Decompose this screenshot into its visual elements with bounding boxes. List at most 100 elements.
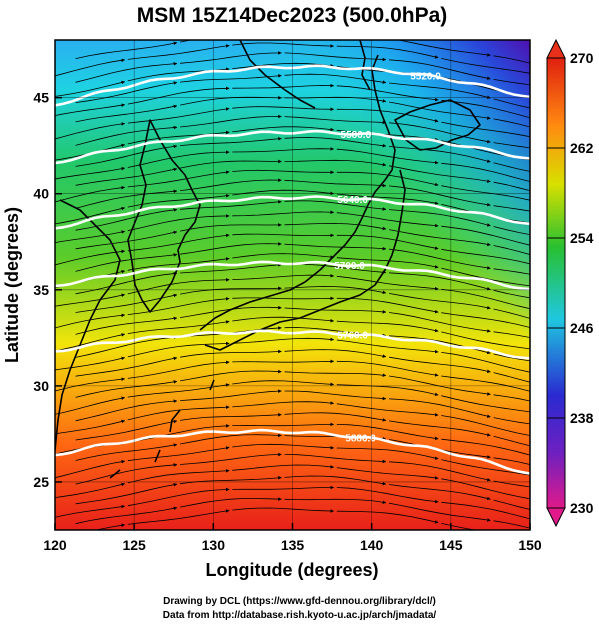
wind-streamline xyxy=(389,229,491,247)
wind-streamline xyxy=(180,114,282,128)
wind-streamline xyxy=(180,74,282,83)
colorbar: 270 262 254 246 238 230 xyxy=(546,38,594,528)
wind-streamline xyxy=(389,272,491,291)
wind-streamline xyxy=(55,143,126,161)
coastline-japan-west xyxy=(199,54,396,331)
y-tick-label: 30 xyxy=(33,378,49,394)
wind-streamline xyxy=(441,58,530,74)
wind-streamline xyxy=(232,189,335,196)
wind-streamline xyxy=(55,313,126,329)
wind-streamline xyxy=(336,487,439,504)
wind-streamline xyxy=(493,417,530,425)
wind-streamline xyxy=(127,130,230,145)
wind-streamline xyxy=(55,166,126,180)
wind-streamline xyxy=(180,286,282,295)
wind-streamline xyxy=(441,415,530,436)
wind-streamline xyxy=(336,275,439,291)
wind-streamline xyxy=(493,457,530,465)
wind-streamline xyxy=(389,248,491,270)
wind-streamline xyxy=(75,399,178,422)
wind-streamline xyxy=(284,116,387,125)
wind-streamline xyxy=(180,200,282,210)
wind-streamline xyxy=(232,507,335,513)
wind-streamline xyxy=(127,297,230,315)
wind-streamline xyxy=(284,52,387,62)
wind-streamline xyxy=(232,62,335,69)
wind-streamline xyxy=(232,83,335,89)
wind-streamline xyxy=(232,147,335,153)
wind-streamline xyxy=(127,360,230,379)
wind-streamline xyxy=(127,150,230,168)
wind-streamline xyxy=(127,320,230,334)
wind-streamline xyxy=(180,242,282,255)
wind-streamline xyxy=(336,171,439,187)
wind-streamline xyxy=(75,506,178,525)
wind-streamline xyxy=(441,375,530,392)
coastline-russia xyxy=(239,40,316,109)
wind-streamline xyxy=(55,396,126,415)
wind-streamline xyxy=(389,209,491,227)
wind-streamline xyxy=(180,497,282,508)
colorbar-label: 262 xyxy=(570,140,594,156)
wind-streamline xyxy=(336,148,439,165)
wind-streamline xyxy=(284,454,387,464)
wind-streamline xyxy=(336,424,439,441)
wind-streamline xyxy=(180,223,282,232)
wind-streamline xyxy=(284,222,387,231)
wind-streamline xyxy=(284,73,387,84)
wind-streamline xyxy=(389,165,491,183)
wind-streamline xyxy=(284,390,387,401)
y-axis-ticks: 25 30 35 40 45 xyxy=(33,90,62,490)
wind-streamline xyxy=(127,487,230,507)
colorbar-label: 254 xyxy=(570,230,594,246)
wind-streamline xyxy=(284,159,387,167)
colorbar-min-arrow xyxy=(546,507,566,528)
wind-streamline xyxy=(284,371,387,377)
wind-streamline xyxy=(232,210,335,217)
wind-streamline xyxy=(180,51,282,64)
wind-streamline xyxy=(493,331,530,338)
credit-drawing: Drawing by DCL (https://www.gfd-dennou.o… xyxy=(163,596,436,607)
wind-streamline xyxy=(127,107,230,124)
x-tick-label: 145 xyxy=(439,537,463,553)
wind-streamline xyxy=(55,482,126,499)
wind-streamline xyxy=(389,122,491,144)
wind-streamline xyxy=(389,293,491,310)
wind-streamline xyxy=(441,288,530,310)
wind-streamline xyxy=(493,435,530,447)
wind-streamline xyxy=(75,189,178,209)
wind-streamline xyxy=(389,398,491,418)
wind-streamline xyxy=(493,245,530,255)
wind-streamline xyxy=(441,121,530,138)
wind-streamline xyxy=(441,99,530,119)
wind-streamline xyxy=(336,193,439,205)
wind-streamline xyxy=(127,446,230,462)
wind-streamline xyxy=(493,98,530,109)
contour-label: 5880.0 xyxy=(345,433,376,444)
wind-streamline xyxy=(75,41,178,59)
coastline-china xyxy=(55,199,121,451)
wind-streamline xyxy=(336,467,439,480)
wind-streamline xyxy=(75,167,178,186)
wind-streamline xyxy=(493,142,530,149)
wind-streamline xyxy=(232,464,335,471)
wind-streamline xyxy=(493,226,530,236)
wind-streamline xyxy=(55,230,126,244)
wind-streamline xyxy=(493,181,530,192)
colorbar-label: 270 xyxy=(570,50,594,66)
wind-streamline xyxy=(75,81,178,103)
wind-streamline xyxy=(441,248,530,265)
wind-streamline xyxy=(75,271,178,295)
wind-streamline xyxy=(55,122,126,140)
wind-streamline xyxy=(493,308,530,319)
colorbar-label: 238 xyxy=(570,410,594,426)
wind-streamline xyxy=(180,263,282,274)
wind-streamline xyxy=(127,341,230,358)
wind-streamline xyxy=(55,459,126,479)
wind-streamline xyxy=(493,372,530,383)
wind-streamline xyxy=(441,523,478,530)
wind-streamline xyxy=(127,214,230,232)
wind-streamline xyxy=(127,469,230,484)
wind-streamline xyxy=(493,79,530,86)
